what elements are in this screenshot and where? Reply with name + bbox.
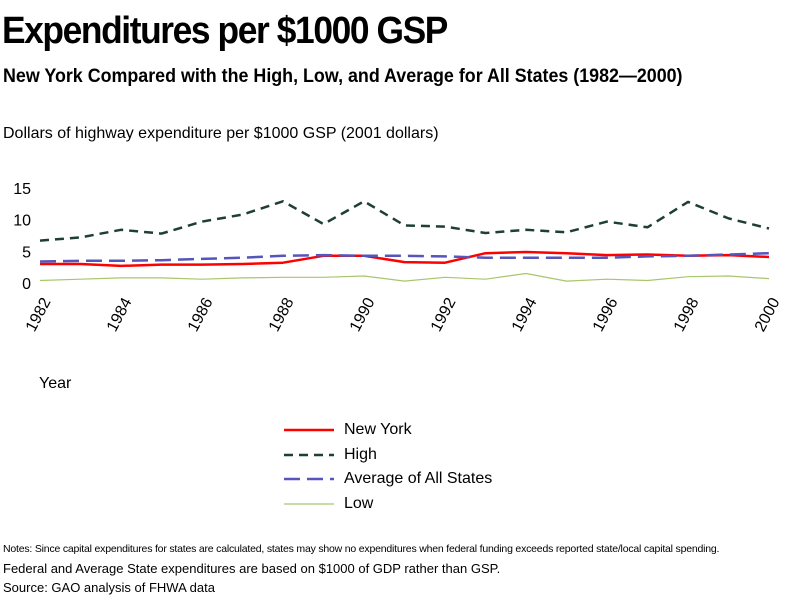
legend-label-average: Average of All States (344, 470, 493, 488)
y-tick-label: 15 (13, 181, 31, 198)
chart-subtitle: New York Compared with the High, Low, an… (3, 66, 683, 87)
x-tick-label: 1996 (590, 295, 622, 335)
legend-swatch-average (284, 478, 334, 481)
y-axis: 0 5 10 15 (13, 181, 31, 293)
x-tick-label: 1990 (347, 295, 379, 335)
legend-item-low: Low (284, 492, 492, 517)
series-line-low (39, 272, 770, 282)
series-layer (39, 200, 770, 282)
y-axis-units-label: Dollars of highway expenditure per $1000… (3, 125, 439, 142)
legend-swatch-high (284, 453, 334, 456)
x-tick-label: 2000 (752, 295, 784, 335)
series-line-high (39, 200, 770, 242)
legend-item-new-york: New York (284, 418, 492, 443)
legend-item-high: High (284, 443, 492, 468)
legend-item-average: Average of All States (284, 467, 492, 492)
legend-label-low: Low (344, 494, 374, 512)
y-tick-label: 5 (22, 244, 31, 261)
series-line-average-of-all-states (39, 251, 770, 263)
notes-line: Federal and Average State expenditures a… (3, 561, 501, 576)
legend-swatch-new-york (284, 429, 334, 432)
x-axis-label: Year (39, 375, 72, 392)
x-tick-label: 1994 (509, 295, 541, 335)
series-line-new-york (40, 250, 770, 268)
legend-swatch-low (284, 503, 334, 505)
chart-title: Expenditures per $1000 GSP (2, 10, 448, 52)
y-tick-label: 10 (13, 213, 31, 230)
y-tick-label: 0 (22, 276, 31, 293)
x-tick-label: 1984 (104, 295, 136, 335)
x-tick-label: 1986 (185, 295, 217, 335)
x-tick-label: 1998 (671, 295, 703, 335)
x-tick-label: 1988 (266, 295, 298, 335)
x-tick-label: 1982 (23, 295, 55, 335)
legend: New York High Average of All States Low (284, 418, 492, 516)
x-tick-label: 1992 (428, 295, 460, 335)
legend-label-high: High (344, 445, 377, 463)
legend-label-new-york: New York (344, 421, 412, 439)
source-line: Source: GAO analysis of FHWA data (3, 580, 215, 595)
x-axis: 1982 1984 1986 1988 1990 1992 1994 1996 1998 2000 (23, 295, 784, 335)
notes-line: Notes: Since capital expenditures for st… (3, 543, 720, 555)
